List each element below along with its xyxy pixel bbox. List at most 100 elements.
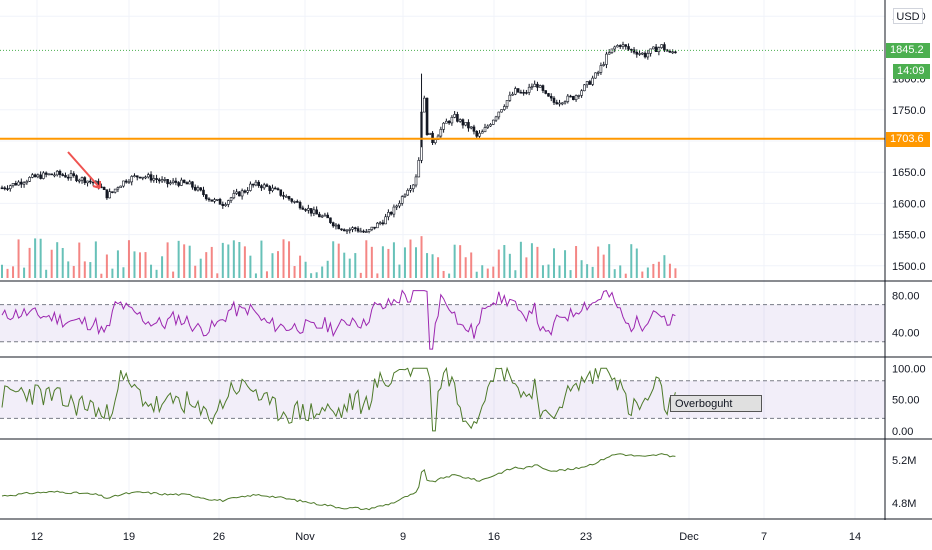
candle-body (33, 174, 37, 178)
candle-body (555, 102, 559, 105)
candle-body (442, 122, 445, 130)
candle-body (215, 199, 219, 201)
volume-bar (492, 266, 495, 278)
y-tick-label: 80.00 (892, 290, 920, 302)
y-tick-label: 1500.0 (892, 261, 926, 273)
candle-body (265, 184, 269, 187)
volume-bar (674, 268, 677, 278)
candle-body (116, 187, 120, 190)
candle-body (254, 181, 258, 186)
candle-body (547, 93, 550, 97)
candle-body (58, 170, 62, 175)
volume-bar (453, 244, 456, 278)
candle-body (130, 176, 134, 183)
candle-body (403, 194, 407, 197)
candle-body (494, 116, 498, 121)
candle-body (158, 179, 161, 182)
rsi-pane: 80.00 40.00 (0, 289, 920, 350)
candle-body (340, 228, 343, 231)
volume-bar (657, 261, 660, 278)
volume-bar (127, 240, 130, 278)
candle-body (72, 173, 76, 176)
volume-bar (503, 245, 506, 278)
candle-body (14, 183, 18, 186)
volume-bar (238, 241, 241, 278)
volume-bar (265, 271, 268, 278)
grid (0, 0, 885, 519)
volume-bar (392, 242, 395, 278)
candle-body (238, 191, 241, 197)
candle-body (370, 226, 374, 230)
volume-bar (105, 254, 108, 278)
candle-body (155, 178, 158, 180)
candle-body (3, 187, 7, 190)
candle-body (284, 196, 288, 198)
last-price-tag: 1845.2 (886, 43, 930, 59)
volume-bar (50, 249, 53, 278)
candle-body (489, 124, 492, 127)
y-tick-label: 100.00 (892, 363, 926, 375)
currency-label: USD (893, 8, 923, 24)
candle-body (538, 85, 542, 88)
candle-body (503, 106, 506, 110)
candle-body (171, 180, 175, 183)
volume-bar (183, 244, 186, 278)
candle-body (660, 44, 663, 48)
candle-body (475, 131, 479, 137)
candle-body (50, 173, 53, 176)
volume-bar (420, 236, 423, 278)
candle-body (249, 183, 252, 191)
candle-body (674, 51, 677, 54)
candle-body (594, 72, 597, 79)
candle-body (398, 203, 401, 207)
volume-bar (321, 266, 324, 278)
candle-body (307, 208, 310, 211)
candle-body (445, 120, 448, 124)
volume-bar (277, 251, 279, 278)
candles (0, 41, 677, 234)
candle-body (229, 197, 233, 201)
x-tick-label: 16 (488, 531, 500, 543)
volume-bar (337, 243, 340, 278)
volume-bar (221, 242, 224, 278)
volume-bar (426, 253, 429, 278)
candle-body (411, 184, 415, 189)
candle-body (309, 208, 313, 214)
stoch-note: Overboguht (670, 395, 762, 412)
candle-body (353, 227, 357, 229)
volume-bar (630, 244, 633, 278)
candle-body (530, 86, 534, 89)
candle-body (182, 179, 186, 183)
volume-bar (370, 246, 373, 278)
volume-bar (17, 239, 20, 278)
y-tick-label: 1550.0 (892, 230, 926, 242)
candle-body (450, 117, 454, 124)
candle-body (409, 188, 412, 191)
volume-bar (464, 257, 467, 278)
candle-body (113, 188, 117, 193)
candle-body (585, 81, 589, 86)
candle-body (296, 201, 299, 203)
volume-bar (216, 273, 219, 278)
volume-bar (564, 250, 567, 278)
candle-body (605, 53, 608, 65)
volume-bar (61, 247, 64, 278)
volume-bar (348, 258, 351, 278)
candle-body (362, 230, 365, 233)
candle-body (331, 222, 335, 227)
volume-bar (122, 267, 125, 278)
candle-body (635, 51, 639, 55)
candle-body (177, 182, 180, 186)
candle-body (384, 216, 387, 225)
candle-body (558, 102, 561, 105)
candle-body (356, 228, 360, 232)
candle-body (607, 52, 611, 55)
candle-body (613, 46, 617, 50)
x-tick-label: 12 (31, 531, 43, 543)
candle-body (119, 185, 122, 188)
candle-body (425, 97, 429, 135)
candle-body (232, 193, 236, 199)
volume-bar (602, 254, 605, 278)
x-tick-label: 14 (849, 531, 861, 543)
